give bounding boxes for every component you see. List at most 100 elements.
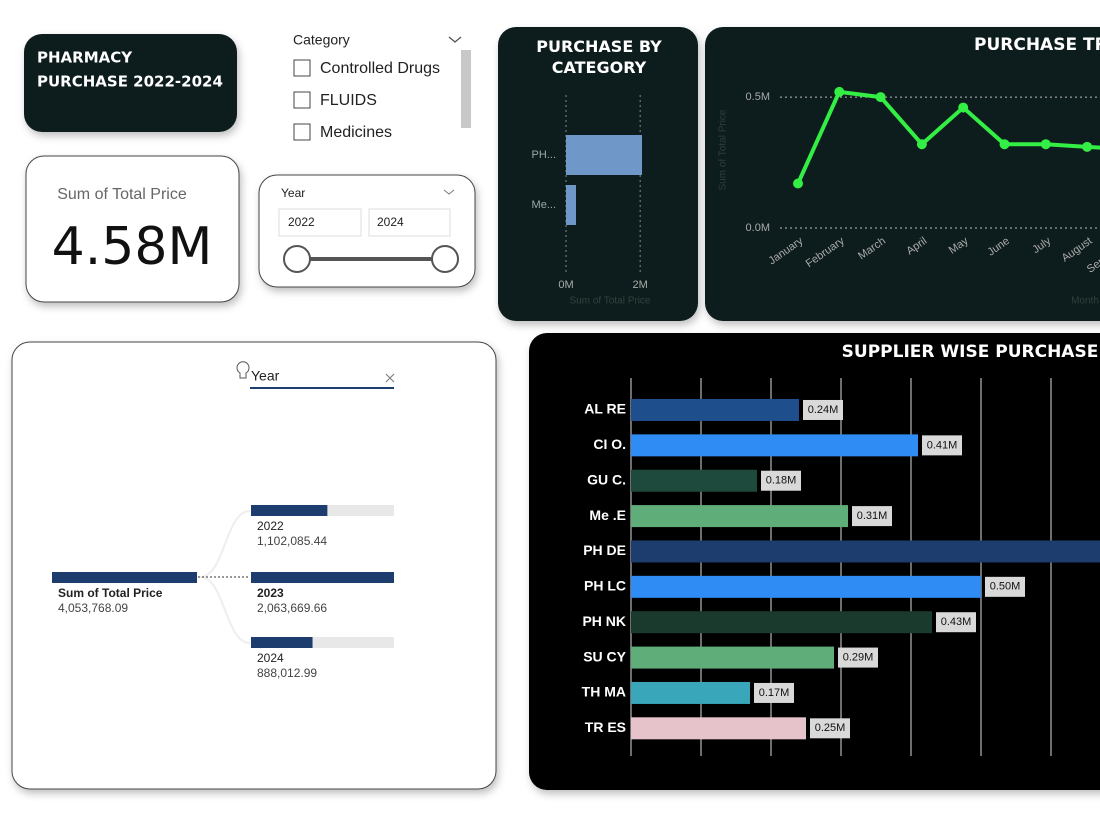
bar — [631, 611, 932, 634]
tree-bar — [251, 572, 394, 583]
point — [834, 86, 845, 97]
x-axis-label: Month — [1071, 296, 1099, 307]
bar — [566, 135, 643, 175]
y-tick-label: PH NK — [582, 613, 626, 629]
tree-label: Sum of Total Price — [58, 586, 163, 600]
tree-bar-bg — [251, 637, 394, 648]
tree-value: 2,063,669.66 — [257, 601, 327, 615]
checkbox[interactable] — [293, 123, 311, 141]
bar — [631, 540, 1100, 563]
kpi-card — [25, 155, 240, 303]
value-label-bg — [761, 470, 801, 491]
tree-value: 4,053,768.09 — [58, 601, 128, 615]
value-label: 0.31M — [857, 510, 888, 522]
header-title: PURCHASE 2022-2024 — [37, 73, 223, 91]
y-axis-label: Sum of Total Price — [718, 109, 729, 190]
checkbox[interactable] — [293, 91, 311, 109]
slicer-title: Year — [281, 186, 305, 200]
value-label: 0.17M — [759, 687, 790, 699]
range-start[interactable]: 2022 — [288, 215, 315, 229]
tree-label: 2023 — [257, 586, 284, 600]
value-label: 0.29M — [843, 651, 874, 663]
point — [793, 178, 803, 189]
y-tick-label: 0.5M — [746, 91, 770, 103]
close-icon[interactable] — [385, 373, 395, 383]
bar — [631, 646, 834, 669]
chevron[interactable] — [448, 36, 462, 43]
value-label: 0.41M — [927, 439, 958, 451]
x-tick-label: 2M — [633, 279, 648, 291]
tree-search[interactable]: Year — [251, 368, 280, 384]
bar — [631, 575, 981, 598]
point — [1040, 139, 1051, 150]
kpi-label: Sum of Total Price — [57, 186, 187, 203]
value-label: 0.24M — [808, 404, 839, 416]
value-label-bg — [810, 718, 850, 739]
y-tick-label: SU CY — [583, 648, 626, 664]
tree-connector — [199, 510, 251, 644]
chart-title: SUPPLIER WISE PURCHASE — [842, 342, 1099, 362]
tree-bar — [52, 572, 197, 583]
tree-label: 2022 — [257, 519, 284, 533]
bar — [631, 505, 848, 528]
tree-bar — [251, 505, 328, 516]
value-label: 0.50M — [990, 581, 1021, 593]
y-tick-label: CI O. — [593, 436, 626, 452]
y-tick-label: Me .E — [589, 507, 626, 523]
value-label-bg — [936, 612, 976, 633]
point — [1082, 141, 1093, 152]
y-tick-label: PH DE — [583, 542, 626, 558]
kpi-value: 4.58M — [52, 217, 213, 277]
value-label-bg — [838, 647, 878, 668]
chart-title: PURCHASE TRE — [974, 35, 1100, 55]
chart-title: PURCHASE BY CATEGORY — [536, 37, 662, 77]
point — [875, 92, 886, 103]
slider-handle[interactable] — [283, 245, 311, 273]
point — [958, 102, 969, 113]
y-tick-label: AL RE — [584, 401, 626, 417]
value-label-bg — [922, 435, 962, 456]
bar — [631, 681, 750, 704]
point — [916, 139, 927, 150]
x-axis-label: Sum of Total Price — [570, 296, 651, 307]
range-input[interactable] — [368, 208, 451, 237]
chevron[interactable] — [443, 189, 455, 195]
tree-value: 888,012.99 — [257, 666, 317, 680]
y-tick-label: PH LC — [584, 578, 626, 594]
bar — [631, 717, 806, 740]
bulb-icon — [236, 361, 250, 379]
slider-handle[interactable] — [431, 245, 459, 273]
range-end[interactable]: 2024 — [377, 215, 404, 229]
tree-label: 2024 — [257, 651, 284, 665]
scrollbar[interactable] — [461, 50, 471, 128]
bar — [631, 469, 757, 492]
y-tick-label: PH... — [532, 149, 556, 161]
header-card — [24, 34, 237, 132]
y-tick-label: TR ES — [585, 719, 626, 735]
y-tick-label: GU C. — [587, 471, 626, 487]
tree-bar — [251, 637, 313, 648]
range-input[interactable] — [278, 208, 362, 237]
value-label-bg — [754, 682, 794, 703]
slicer-item[interactable]: Medicines — [320, 124, 392, 141]
value-label: 0.18M — [766, 475, 797, 487]
y-tick-label: Me... — [532, 199, 556, 211]
y-tick-label: 0.0M — [746, 222, 770, 234]
slicer-item[interactable]: Controlled Drugs — [320, 60, 440, 77]
slicer-item[interactable]: FLUIDS — [320, 92, 377, 109]
header-title: PHARMACY — [37, 49, 133, 67]
checkbox[interactable] — [293, 59, 311, 77]
point — [999, 139, 1010, 150]
bar — [566, 185, 577, 225]
value-label-bg — [852, 506, 892, 527]
value-label: 0.25M — [815, 722, 846, 734]
bar — [631, 434, 918, 457]
y-tick-label: TH MA — [582, 684, 626, 700]
value-label-bg — [803, 399, 843, 420]
panel — [705, 27, 1100, 321]
x-tick-label: 0M — [558, 279, 573, 291]
bar — [631, 398, 799, 421]
tree-value: 1,102,085.44 — [257, 534, 327, 548]
